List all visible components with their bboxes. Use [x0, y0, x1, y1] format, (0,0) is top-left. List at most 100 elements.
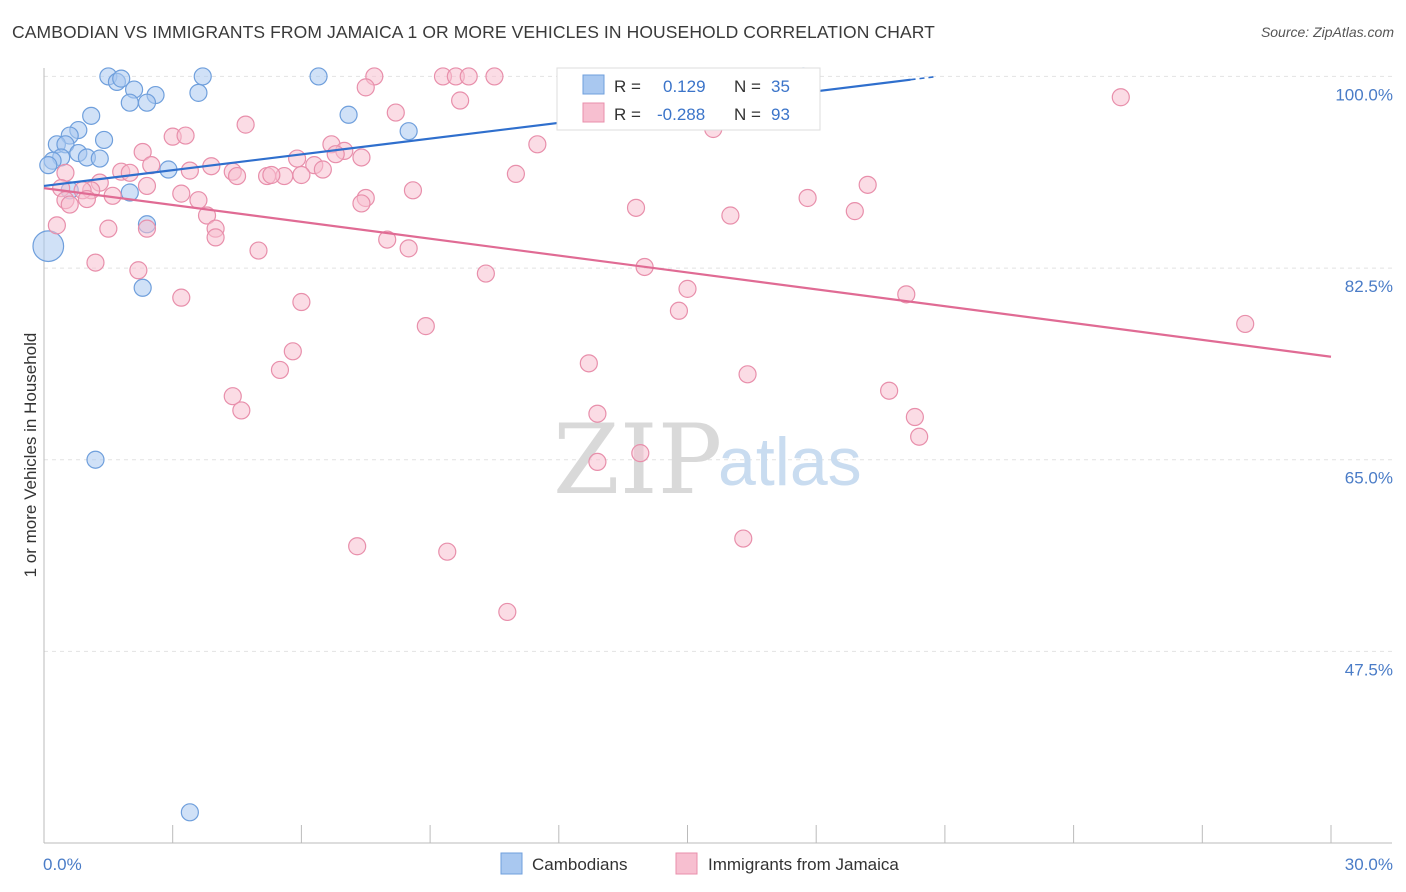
- stats-swatch-jamaica: [582, 102, 605, 123]
- point-jamaica-71[interactable]: [669, 301, 689, 320]
- point-jamaica-66[interactable]: [476, 264, 495, 283]
- point-jamaica-53[interactable]: [721, 206, 740, 225]
- point-jamaica-79[interactable]: [223, 387, 242, 406]
- point-jamaica-26[interactable]: [180, 161, 199, 180]
- point-cambodians-30[interactable]: [32, 230, 65, 263]
- point-jamaica-7[interactable]: [1111, 88, 1130, 107]
- point-jamaica-62[interactable]: [249, 241, 268, 260]
- point-jamaica-19[interactable]: [352, 148, 371, 167]
- point-jamaica-88[interactable]: [438, 542, 457, 561]
- point-jamaica-29[interactable]: [227, 166, 247, 186]
- legend-swatch-cambodians[interactable]: [500, 852, 523, 875]
- point-cambodians-10[interactable]: [137, 93, 157, 112]
- point-jamaica-6[interactable]: [451, 91, 470, 110]
- point-jamaica-59[interactable]: [206, 228, 225, 247]
- point-jamaica-17[interactable]: [133, 142, 152, 162]
- stats-r-label-jamaica: R =: [614, 105, 641, 124]
- point-jamaica-48[interactable]: [189, 191, 208, 210]
- point-jamaica-3[interactable]: [459, 67, 478, 86]
- point-jamaica-9[interactable]: [236, 115, 255, 134]
- point-jamaica-52[interactable]: [845, 202, 864, 221]
- point-cambodians-11[interactable]: [82, 106, 101, 125]
- point-jamaica-84[interactable]: [631, 444, 650, 463]
- point-cambodians-2[interactable]: [112, 69, 131, 88]
- point-jamaica-50[interactable]: [352, 194, 371, 213]
- point-jamaica-34[interactable]: [506, 164, 526, 183]
- point-jamaica-33[interactable]: [262, 165, 281, 185]
- point-jamaica-65[interactable]: [129, 261, 148, 280]
- point-cambodians-9[interactable]: [120, 93, 139, 112]
- point-jamaica-14[interactable]: [528, 135, 547, 154]
- point-jamaica-77[interactable]: [738, 365, 757, 384]
- point-jamaica-72[interactable]: [416, 317, 435, 336]
- point-jamaica-18[interactable]: [288, 149, 307, 168]
- point-cambodians-3[interactable]: [193, 67, 212, 86]
- point-jamaica-55[interactable]: [47, 216, 66, 235]
- point-cambodians-22[interactable]: [90, 149, 109, 168]
- chart-title: CAMBODIAN VS IMMIGRANTS FROM JAMAICA 1 O…: [12, 22, 935, 42]
- point-cambodians-8[interactable]: [189, 83, 208, 102]
- point-jamaica-85[interactable]: [588, 452, 607, 472]
- point-jamaica-60[interactable]: [378, 230, 397, 249]
- point-jamaica-61[interactable]: [399, 239, 418, 258]
- point-cambodians-16[interactable]: [399, 122, 418, 141]
- point-jamaica-69[interactable]: [172, 288, 191, 307]
- point-jamaica-57[interactable]: [99, 219, 118, 238]
- point-jamaica-86[interactable]: [734, 529, 753, 548]
- point-jamaica-4[interactable]: [485, 67, 504, 86]
- point-jamaica-67[interactable]: [678, 279, 697, 298]
- point-jamaica-41[interactable]: [403, 181, 423, 200]
- point-cambodians-32[interactable]: [180, 803, 199, 822]
- point-jamaica-89[interactable]: [498, 602, 517, 622]
- point-jamaica-75[interactable]: [579, 354, 598, 373]
- y-axis-label: 1 or more Vehicles in Household: [21, 333, 40, 578]
- legend-swatch-jamaica[interactable]: [675, 852, 698, 875]
- point-jamaica-83[interactable]: [910, 427, 929, 446]
- y-tick-label-3: 47.5%: [1345, 660, 1393, 679]
- point-jamaica-74[interactable]: [283, 342, 302, 361]
- data-points: [32, 67, 1255, 822]
- point-jamaica-42[interactable]: [858, 175, 877, 194]
- gridlines: [44, 75, 1392, 652]
- stats-swatch-cambodians: [582, 74, 605, 95]
- point-cambodians-27[interactable]: [120, 183, 139, 202]
- y-tick-label-2: 65.0%: [1345, 469, 1393, 488]
- point-cambodians-12[interactable]: [339, 105, 358, 124]
- point-jamaica-70[interactable]: [292, 292, 311, 312]
- point-jamaica-51[interactable]: [626, 198, 646, 217]
- point-jamaica-54[interactable]: [197, 206, 217, 225]
- point-jamaica-78[interactable]: [880, 381, 899, 400]
- point-jamaica-68[interactable]: [897, 285, 916, 304]
- point-jamaica-73[interactable]: [1236, 314, 1255, 334]
- point-jamaica-16[interactable]: [326, 145, 345, 164]
- point-jamaica-47[interactable]: [60, 195, 79, 214]
- y-tick-label-0: 100.0%: [1335, 85, 1393, 104]
- tick-labels: 100.0% 82.5% 65.0% 47.5% 0.0% 30.0%: [43, 85, 1393, 874]
- point-jamaica-81[interactable]: [588, 404, 607, 423]
- legend-label-jamaica[interactable]: Immigrants from Jamaica: [708, 855, 899, 874]
- point-cambodians-31[interactable]: [86, 450, 105, 469]
- stats-r-value-cambodians: 0.129: [663, 77, 706, 96]
- point-jamaica-32[interactable]: [292, 165, 311, 185]
- point-jamaica-82[interactable]: [905, 407, 924, 427]
- point-jamaica-23[interactable]: [313, 160, 332, 179]
- point-jamaica-5[interactable]: [356, 78, 375, 97]
- point-cambodians-29[interactable]: [133, 278, 152, 297]
- point-cambodians-15[interactable]: [94, 130, 114, 150]
- point-jamaica-56[interactable]: [137, 219, 157, 238]
- point-jamaica-40[interactable]: [172, 184, 191, 203]
- point-jamaica-8[interactable]: [386, 103, 405, 122]
- stats-n-label-jamaica: N =: [734, 105, 761, 124]
- point-jamaica-87[interactable]: [348, 537, 367, 556]
- point-jamaica-76[interactable]: [270, 360, 290, 380]
- point-jamaica-12[interactable]: [176, 126, 195, 145]
- point-jamaica-28[interactable]: [56, 163, 75, 182]
- point-jamaica-27[interactable]: [120, 163, 139, 182]
- point-jamaica-36[interactable]: [137, 176, 157, 196]
- point-jamaica-63[interactable]: [86, 253, 105, 272]
- point-cambodians-4[interactable]: [309, 67, 328, 86]
- legend-label-cambodians[interactable]: Cambodians: [532, 855, 627, 874]
- point-jamaica-43[interactable]: [798, 188, 817, 208]
- point-jamaica-80[interactable]: [232, 401, 251, 420]
- point-cambodians-24[interactable]: [39, 156, 58, 175]
